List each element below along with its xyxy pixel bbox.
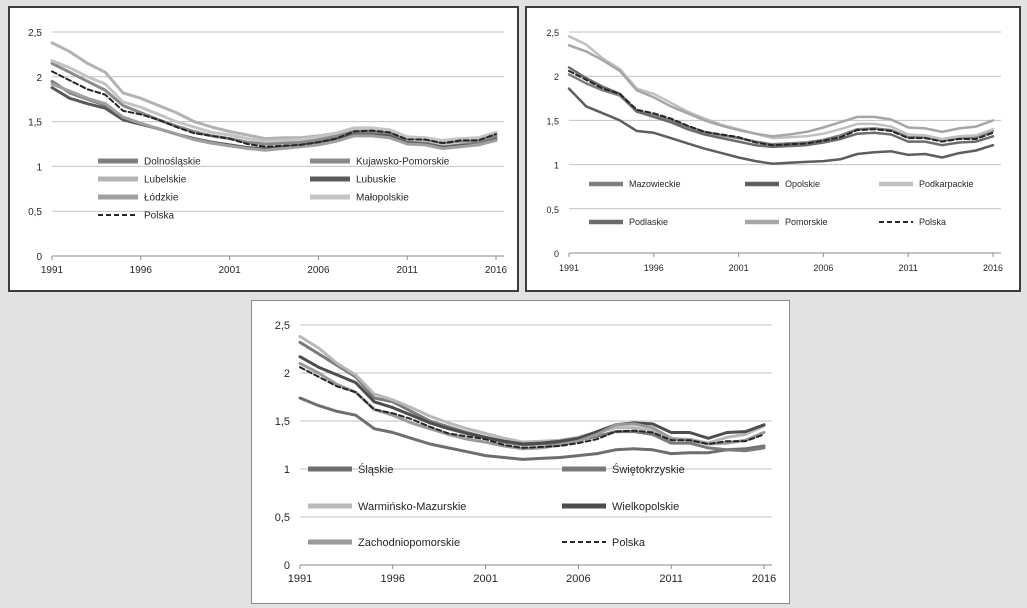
legend-label: Pomorskie — [785, 217, 828, 227]
legend-label: Kujawsko-Pomorskie — [356, 157, 450, 168]
x-tick-label: 1991 — [559, 263, 579, 273]
series-line-2 — [52, 63, 496, 144]
y-tick-label: 0,5 — [546, 205, 559, 215]
legend-label: Mazowieckie — [629, 179, 681, 189]
y-tick-label: 2 — [554, 72, 559, 82]
line-chart-1: 0 0,5 1 1,5 2 2,5 1991 1996 2001 2006 2011 2016 Doln… — [10, 8, 517, 290]
x-tick-label: 1991 — [288, 573, 312, 585]
x-tick-label: 2001 — [218, 265, 241, 276]
legend-label: Dolnośląskie — [144, 157, 201, 168]
y-tick-label: 2 — [36, 73, 42, 84]
line-chart-2: 0 0,5 1 1,5 2 2,5 1991 1996 2001 2006 2011 2016 Mazo… — [527, 8, 1019, 290]
line-chart-3: 0 0,5 1 1,5 2 2,5 1991 1996 2001 2006 2011 2016 Śląs… — [252, 301, 789, 603]
legend-label: Wielkopolskie — [612, 501, 679, 513]
y-tick-label: 2,5 — [546, 28, 559, 38]
y-tick-label: 0,5 — [275, 512, 290, 524]
x-tick-label: 1996 — [381, 573, 405, 585]
series-line-5 — [569, 45, 993, 136]
y-tick-label: 1,5 — [275, 416, 290, 428]
series-line-6 — [300, 367, 764, 448]
x-tick-label: 2006 — [566, 573, 590, 585]
y-tick-label: 0 — [284, 560, 290, 572]
y-tick-label: 1 — [36, 162, 42, 173]
y-tick-label: 0 — [554, 249, 559, 259]
legend-label: Podlaskie — [629, 217, 668, 227]
legend-label: Opolskie — [785, 179, 820, 189]
x-tick-label: 1996 — [130, 265, 153, 276]
legend-label: Podkarpackie — [919, 179, 974, 189]
series-line-4 — [300, 357, 764, 444]
legend-label: Zachodniopomorskie — [358, 537, 460, 549]
x-tick-label: 2006 — [307, 265, 330, 276]
y-tick-label: 2,5 — [275, 320, 290, 332]
series-line-3 — [52, 43, 496, 142]
y-tick-label: 1 — [554, 161, 559, 171]
series-line-3 — [569, 36, 993, 139]
legend-label: Polska — [144, 211, 174, 222]
y-tick-label: 1 — [284, 464, 290, 476]
y-tick-label: 1,5 — [28, 118, 42, 129]
y-tick-label: 1,5 — [546, 116, 559, 126]
x-tick-label: 2016 — [485, 265, 508, 276]
chart-panel-2: 0 0,5 1 1,5 2 2,5 1991 1996 2001 2006 2011 2016 Mazo… — [525, 6, 1021, 292]
x-tick-label: 1996 — [644, 263, 664, 273]
series-line-7 — [52, 71, 496, 146]
x-tick-label: 2011 — [396, 265, 418, 276]
x-tick-label: 2006 — [813, 263, 833, 273]
x-tick-label: 2016 — [983, 263, 1003, 273]
legend-label: Polska — [919, 217, 946, 227]
x-tick-label: 2011 — [899, 263, 918, 273]
x-tick-label: 1991 — [41, 265, 64, 276]
series-line-2 — [569, 89, 993, 164]
y-tick-label: 2,5 — [28, 28, 42, 39]
x-tick-label: 2011 — [659, 573, 683, 585]
legend-label: Polska — [612, 537, 646, 549]
y-tick-label: 0,5 — [28, 207, 42, 218]
x-tick-label: 2001 — [729, 263, 749, 273]
legend-label: Śląskie — [358, 463, 393, 476]
legend-label: Świętokrzyskie — [612, 463, 685, 476]
y-tick-label: 2 — [284, 368, 290, 380]
y-tick-label: 0 — [36, 252, 42, 263]
x-tick-label: 2001 — [473, 573, 497, 585]
legend-label: Lubuskie — [356, 175, 396, 186]
chart-panel-1: 0 0,5 1 1,5 2 2,5 1991 1996 2001 2006 2011 2016 Doln… — [8, 6, 519, 292]
legend-label: Warmińsko-Mazurskie — [358, 501, 466, 513]
legend-label: Lubelskie — [144, 175, 187, 186]
chart-panel-3: 0 0,5 1 1,5 2 2,5 1991 1996 2001 2006 2011 2016 Śląs… — [251, 300, 790, 604]
legend-label: Małopolskie — [356, 193, 409, 204]
legend-label: Łódzkie — [144, 193, 179, 204]
x-tick-label: 2016 — [752, 573, 776, 585]
